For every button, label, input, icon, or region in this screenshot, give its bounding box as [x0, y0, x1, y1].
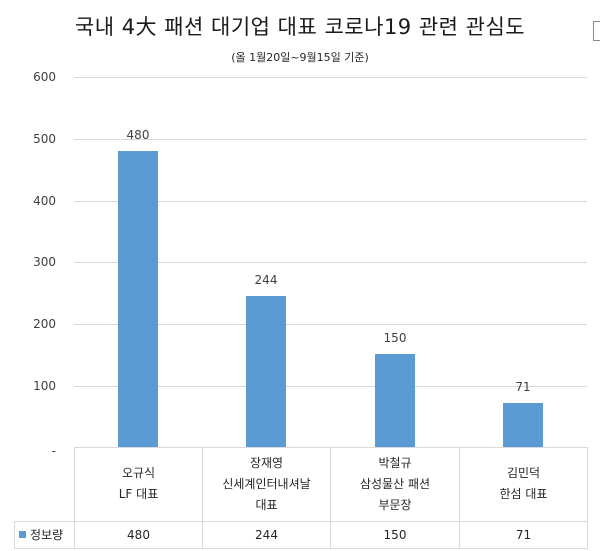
category-line: 부문장 [378, 497, 412, 512]
category-line: 신세계인터내셔날 [222, 476, 311, 491]
table-border [14, 548, 587, 549]
bar-3[interactable] [503, 403, 543, 447]
data-label-3: 71 [515, 380, 531, 394]
bar-2[interactable] [375, 354, 415, 447]
table-border [459, 447, 460, 549]
category-line: 삼성물산 패션 [359, 476, 431, 491]
category-line: 한섬 대표 [499, 487, 548, 501]
y-tick-500: 500 [33, 132, 56, 146]
legend-swatch-icon [19, 531, 26, 538]
category-line: LF 대표 [118, 487, 159, 501]
legend-entry: 정보량 [14, 521, 74, 548]
category-line: 오규식 [121, 466, 156, 480]
gridline [74, 139, 587, 140]
category-line: 김민덕 [506, 466, 541, 480]
table-border [587, 447, 588, 549]
table-value-3: 71 [515, 527, 532, 542]
y-tick-300: 300 [33, 255, 56, 269]
gridline [74, 386, 587, 387]
category-label-3: 김민덕 한섬 대표 [460, 447, 587, 521]
table-border [14, 521, 587, 522]
bar-1[interactable] [246, 296, 286, 447]
data-label-1: 244 [254, 273, 278, 287]
category-label-2: 박철규 삼성물산 패션 부문장 [331, 447, 459, 521]
gridline [74, 201, 587, 202]
corner-box [593, 21, 600, 41]
y-tick-200: 200 [33, 317, 56, 331]
data-label-0: 480 [126, 128, 150, 142]
y-tick-600: 600 [33, 70, 56, 84]
data-label-2: 150 [383, 331, 407, 345]
y-tick-0: - [51, 444, 56, 458]
category-line: 박철규 [378, 455, 412, 470]
table-value-0: 480 [127, 527, 150, 542]
y-tick-100: 100 [33, 379, 56, 393]
table-value-2: 150 [383, 527, 407, 542]
bar-0[interactable] [118, 151, 158, 447]
gridline [74, 324, 587, 325]
table-border [74, 447, 75, 549]
table-border [202, 447, 203, 549]
y-tick-400: 400 [33, 194, 56, 208]
gridline [74, 262, 587, 263]
gridline [74, 77, 587, 78]
chart-title: 국내 4大 패션 대기업 대표 코로나19 관련 관심도 [74, 15, 526, 39]
category-label-1: 장재영 신세계인터내셔날 대표 [203, 447, 330, 521]
table-value-1: 244 [255, 527, 278, 542]
legend-label: 정보량 [30, 528, 64, 542]
category-line: 장재영 [249, 455, 284, 470]
chart-subtitle: (올 1월20일~9월15일 기준) [231, 51, 369, 64]
table-border [330, 447, 331, 549]
category-label-0: 오규식 LF 대표 [75, 447, 202, 521]
table-border [14, 521, 15, 549]
category-line: 대표 [255, 497, 278, 512]
